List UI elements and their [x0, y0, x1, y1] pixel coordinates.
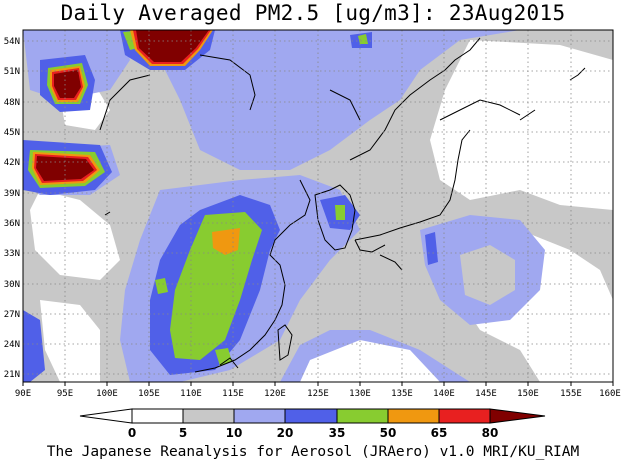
lat-label: 48N — [4, 98, 20, 108]
lon-label: 105E — [138, 389, 160, 399]
lat-label: 54N — [4, 37, 20, 47]
colorbar-label: 35 — [329, 426, 346, 440]
colorbar: 0 5 10 20 35 50 65 80 — [79, 408, 546, 440]
lat-label: 24N — [4, 340, 20, 350]
lat-label: 27N — [4, 310, 20, 320]
colorbar-label: 20 — [277, 426, 294, 440]
lon-label: 160E — [599, 389, 621, 399]
field-0-5 — [30, 40, 613, 382]
lon-label: 125E — [307, 389, 329, 399]
lat-label: 45N — [4, 128, 20, 138]
lat-lon-grid — [23, 30, 613, 382]
colorbar-swatch — [438, 408, 491, 424]
lon-label: 145E — [475, 389, 497, 399]
colorbar-swatch — [336, 408, 389, 424]
colorbar-swatch — [131, 408, 184, 424]
lon-label: 110E — [180, 389, 202, 399]
map-title: Daily Averaged PM2.5 [ug/m3]: 23Aug2015 — [60, 1, 566, 25]
lat-label: 42N — [4, 158, 20, 168]
tick-marks — [22, 382, 614, 386]
colorbar-swatch — [387, 408, 440, 424]
lon-label: 120E — [264, 389, 286, 399]
lon-label: 95E — [57, 389, 73, 399]
field-50-65 — [212, 228, 240, 255]
lon-label: 150E — [517, 389, 539, 399]
colorbar-swatch — [182, 408, 235, 424]
lat-label: 36N — [4, 219, 20, 229]
colorbar-low-arrow — [79, 408, 133, 424]
colorbar-swatch — [284, 408, 338, 424]
field-pacific-core — [460, 245, 515, 305]
colorbar-label: 10 — [226, 426, 243, 440]
lon-label: 135E — [391, 389, 413, 399]
map-plot-area — [23, 30, 613, 382]
lon-label: 100E — [96, 389, 118, 399]
colorbar-high-arrow — [489, 408, 546, 424]
colorbar-label: 80 — [482, 426, 499, 440]
lon-label: 130E — [349, 389, 371, 399]
lat-tick-labels: 21N 24N 27N 30N 33N 36N 39N 42N 45N 48N … — [4, 37, 20, 380]
lon-label: 155E — [560, 389, 582, 399]
colorbar-label: 65 — [431, 426, 448, 440]
lat-label: 33N — [4, 249, 20, 259]
lon-label: 90E — [15, 389, 31, 399]
lat-label: 21N — [4, 370, 20, 380]
lon-label: 115E — [222, 389, 244, 399]
lon-label: 140E — [433, 389, 455, 399]
lat-label: 39N — [4, 189, 20, 199]
data-source-credit: The Japanese Reanalysis for Aerosol (JRA… — [46, 444, 580, 460]
lat-label: 30N — [4, 280, 20, 290]
lon-tick-labels: 90E 95E 100E 105E 110E 115E 120E 125E 13… — [15, 389, 621, 399]
colorbar-label: 5 — [179, 426, 187, 440]
colorbar-swatch — [233, 408, 286, 424]
colorbar-label: 0 — [128, 426, 136, 440]
coastlines — [99, 37, 586, 373]
lat-label: 51N — [4, 67, 20, 77]
colorbar-label: 50 — [380, 426, 397, 440]
